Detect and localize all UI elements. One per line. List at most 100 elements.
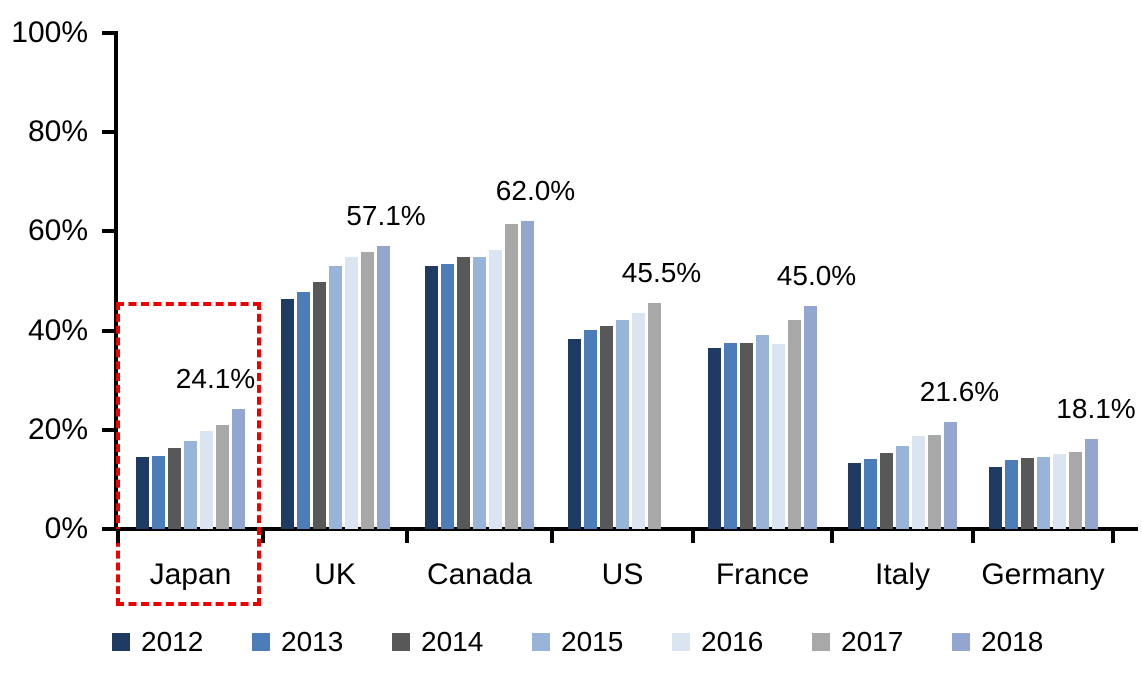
- bar-germany-2016: [1052, 453, 1066, 529]
- legend-label-2018: 2018: [981, 626, 1044, 657]
- x-axis-line: [114, 527, 1138, 531]
- y-axis-label-0: 0%: [44, 512, 88, 545]
- legend-swatch-2018: [952, 633, 970, 651]
- y-axis-tick-80: [102, 130, 116, 135]
- data-label-us: 45.5%: [621, 257, 702, 289]
- bar-france-2012: [708, 347, 721, 529]
- x-axis-tick-0: [116, 529, 120, 543]
- legend-item-2018: 2018: [952, 628, 1092, 656]
- bar-us-2012: [568, 339, 581, 529]
- bar-group-japan: [118, 409, 263, 529]
- bar-italy-2016: [912, 435, 925, 529]
- bar-group-canada: [407, 221, 552, 529]
- bar-germany-2017: [1068, 451, 1082, 529]
- legend-label-2013: 2013: [281, 626, 344, 657]
- legend-swatch-2014: [392, 633, 410, 651]
- bar-japan-2014: [168, 448, 181, 529]
- legend-item-2012: 2012: [112, 628, 252, 656]
- bar-italy-2018: [944, 421, 957, 529]
- x-axis-label-italy: Italy: [874, 558, 931, 591]
- bar-canada-2018: [521, 221, 534, 529]
- bar-italy-2017: [928, 434, 941, 529]
- bar-italy-2014: [880, 452, 893, 529]
- legend-label-2016: 2016: [701, 626, 764, 657]
- bar-uk-2012: [280, 298, 294, 529]
- bar-group-uk: [263, 245, 407, 529]
- y-axis-label-100: 100%: [11, 16, 88, 49]
- bar-canada-2012: [425, 266, 438, 529]
- bar-uk-2014: [312, 282, 326, 529]
- bar-france-2016: [772, 344, 785, 529]
- y-axis-tick-40: [102, 328, 116, 333]
- bar-group-us: [552, 303, 693, 529]
- bar-japan-2012: [136, 457, 149, 529]
- bar-canada-2013: [441, 264, 454, 529]
- bar-france-2017: [788, 320, 801, 529]
- legend-item-2015: 2015: [532, 628, 672, 656]
- bar-france-2015: [756, 335, 769, 529]
- x-axis-label-us: US: [601, 558, 644, 591]
- bar-germany-2014: [1020, 458, 1034, 529]
- bar-france-2013: [724, 343, 737, 529]
- legend-item-2013: 2013: [252, 628, 392, 656]
- x-axis-tick-4: [691, 529, 695, 543]
- bar-group-germany: [973, 439, 1113, 529]
- y-axis-tick-60: [102, 229, 116, 234]
- bar-uk-2013: [296, 291, 310, 529]
- legend-swatch-2017: [812, 633, 830, 651]
- data-label-italy: 21.6%: [919, 375, 1000, 407]
- bar-canada-2015: [473, 257, 486, 529]
- x-axis-label-france: France: [715, 558, 810, 591]
- data-label-japan: 24.1%: [175, 363, 256, 395]
- bar-group-italy: [832, 421, 973, 529]
- y-axis-label-20: 20%: [27, 412, 88, 446]
- bar-canada-2014: [457, 256, 470, 529]
- y-axis-label-40: 40%: [27, 313, 88, 347]
- bar-japan-2015: [184, 440, 197, 529]
- legend-item-2017: 2017: [812, 628, 952, 656]
- bar-us-2017: [648, 303, 661, 529]
- bar-italy-2013: [864, 459, 877, 529]
- y-axis-tick-100: [102, 31, 116, 35]
- legend-swatch-2015: [532, 633, 550, 651]
- legend-label-2014: 2014: [421, 626, 484, 657]
- bar-italy-2012: [848, 463, 861, 529]
- bar-japan-2016: [200, 430, 213, 529]
- x-axis-label-uk: UK: [314, 558, 356, 591]
- legend-swatch-2013: [252, 633, 270, 651]
- bar-germany-2013: [1004, 460, 1018, 529]
- y-axis-label-60: 60%: [27, 214, 88, 248]
- data-label-germany: 18.1%: [1056, 393, 1136, 425]
- bar-uk-2016: [344, 257, 358, 529]
- bar-france-2014: [740, 343, 753, 529]
- y-axis-tick-0: [102, 527, 116, 531]
- legend-item-2014: 2014: [392, 628, 532, 656]
- bar-group-france: [693, 305, 832, 529]
- legend: 2012 2013 2014 2015 2016 2017 2018: [112, 628, 1092, 656]
- legend-label-2017: 2017: [841, 626, 904, 657]
- bar-uk-2018: [376, 245, 390, 529]
- data-label-canada: 62.0%: [495, 175, 576, 207]
- bar-uk-2017: [360, 252, 374, 529]
- bar-uk-2015: [328, 266, 342, 529]
- y-axis-label-80: 80%: [27, 115, 88, 149]
- y-axis-line: [114, 31, 118, 531]
- bar-germany-2018: [1084, 439, 1098, 529]
- x-axis-tick-1: [261, 529, 265, 543]
- bar-us-2016: [632, 312, 645, 529]
- bar-germany-2012: [988, 467, 1002, 529]
- x-axis-label-japan: Japan: [149, 558, 232, 591]
- legend-swatch-2012: [112, 633, 130, 651]
- data-label-france: 45.0%: [776, 259, 857, 291]
- bar-us-2015: [616, 319, 629, 529]
- legend-label-2015: 2015: [561, 626, 624, 657]
- bar-canada-2017: [505, 223, 518, 529]
- bar-japan-2013: [152, 455, 165, 529]
- bar-italy-2015: [896, 445, 909, 529]
- bar-canada-2016: [489, 249, 502, 529]
- x-axis-label-canada: Canada: [426, 558, 533, 591]
- y-axis-tick-20: [102, 427, 116, 432]
- data-label-uk: 57.1%: [346, 199, 426, 231]
- x-axis-tick-7: [1111, 529, 1115, 543]
